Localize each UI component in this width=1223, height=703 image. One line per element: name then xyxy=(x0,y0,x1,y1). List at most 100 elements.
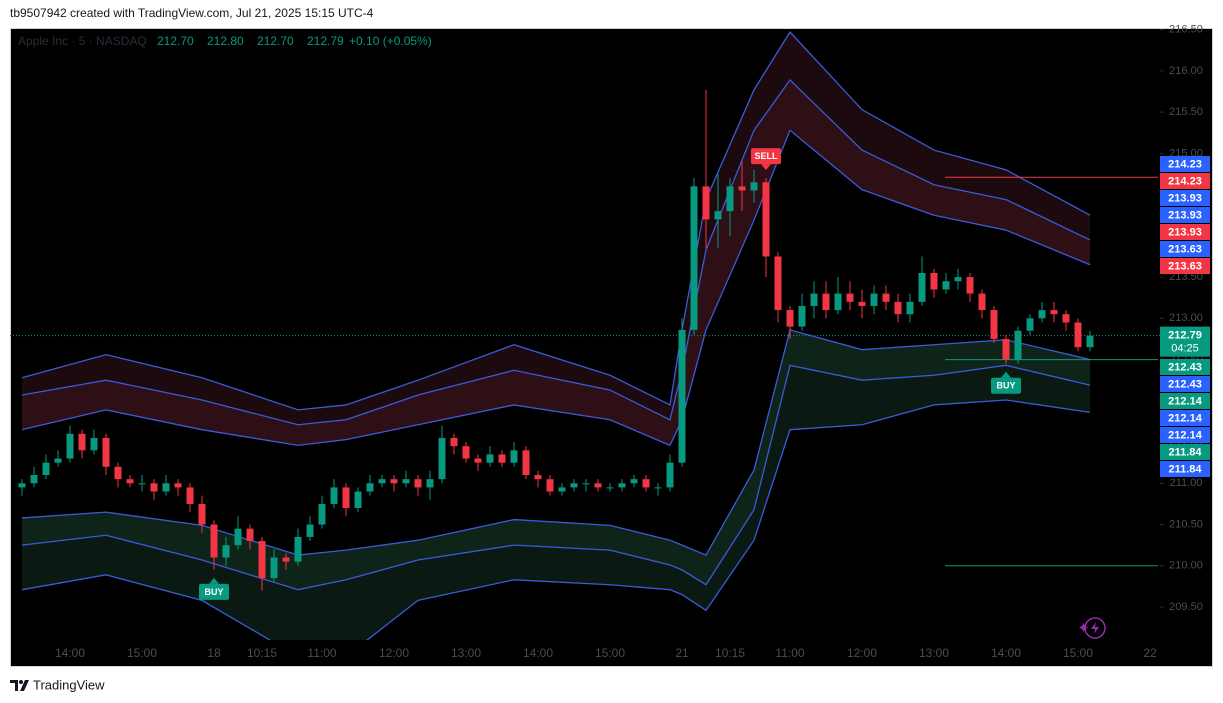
x-tick-label: 14:00 xyxy=(55,646,85,660)
candle-body xyxy=(786,310,794,327)
candle-body xyxy=(642,479,650,488)
candle-body xyxy=(1002,338,1010,360)
candle-body xyxy=(498,454,506,463)
candle-body xyxy=(486,454,494,463)
candle-body xyxy=(894,301,902,315)
candle-body xyxy=(474,458,482,463)
candle-body xyxy=(174,483,182,488)
candle-body xyxy=(390,479,398,484)
signal-label: SELL xyxy=(754,151,778,161)
price-label-box xyxy=(1160,359,1210,375)
candle-body xyxy=(282,557,290,562)
logo-part xyxy=(10,680,18,691)
lightning-icon[interactable] xyxy=(1079,617,1106,639)
band-line xyxy=(21,399,1091,640)
last-price-label: 212.79 xyxy=(1168,330,1202,342)
candle-body xyxy=(654,487,662,489)
price-label: 213.63 xyxy=(1168,243,1202,255)
price-label-box xyxy=(1160,444,1210,460)
candle-body xyxy=(198,503,206,525)
lower-band-fill xyxy=(22,329,1090,590)
band-line xyxy=(21,78,1091,426)
legend-value: 212.79 xyxy=(307,34,344,48)
candle-body xyxy=(522,450,530,476)
candle-body xyxy=(1074,322,1082,348)
price-label-box xyxy=(1160,207,1210,223)
price-label: 213.93 xyxy=(1168,192,1202,204)
price-label: 212.14 xyxy=(1168,412,1203,424)
legend-value: 212.70 xyxy=(257,34,294,48)
price-label-box xyxy=(1160,461,1210,477)
price-label: 212.14 xyxy=(1168,395,1203,407)
candle-body xyxy=(354,491,362,509)
candle-body xyxy=(18,483,26,488)
logo-part xyxy=(19,680,23,684)
price-label-box xyxy=(1160,258,1210,274)
candle-body xyxy=(582,483,590,485)
candle-body xyxy=(102,437,110,467)
candle-body xyxy=(882,293,890,302)
candle-body xyxy=(378,479,386,484)
x-tick-label: 15:00 xyxy=(595,646,625,660)
y-tick-label: 210.50 xyxy=(1169,518,1203,530)
band-line xyxy=(21,364,1091,591)
candle-body xyxy=(426,479,434,488)
countdown-label: 04:25 xyxy=(1171,343,1199,355)
candle-body xyxy=(186,487,194,504)
candle-body xyxy=(150,483,158,492)
legend-value: +0.10 (+0.05%) xyxy=(349,34,432,48)
x-tick-label: 22 xyxy=(1143,646,1157,660)
signal-pointer xyxy=(209,577,219,584)
x-tick-label: 10:15 xyxy=(715,646,745,660)
candle-body xyxy=(846,293,854,302)
candle-body xyxy=(690,186,698,330)
candle-body xyxy=(918,272,926,302)
candle-body xyxy=(126,479,134,484)
x-tick-label: 15:00 xyxy=(127,646,157,660)
candle-body xyxy=(510,450,518,463)
signal-pointer xyxy=(1001,371,1011,378)
candle-body xyxy=(210,524,218,558)
x-tick-label: 11:00 xyxy=(775,646,804,660)
candle-body xyxy=(546,479,554,492)
candle-body xyxy=(606,487,614,489)
candle-body xyxy=(1086,335,1094,348)
price-label-box xyxy=(1160,410,1210,426)
signal-box xyxy=(751,148,781,165)
candle-body xyxy=(534,475,542,480)
legend-value: 212.80 xyxy=(207,34,244,48)
y-tick-label: 215.50 xyxy=(1169,106,1203,118)
candle-body xyxy=(66,433,74,459)
footer-brand: TradingView xyxy=(33,677,105,692)
candle-body xyxy=(246,528,254,542)
lower-band-fill xyxy=(22,365,1090,640)
x-tick-label: 11:00 xyxy=(307,646,336,660)
signal-box xyxy=(991,377,1021,394)
candle-body xyxy=(702,186,710,220)
candle-body xyxy=(366,483,374,492)
candle-body xyxy=(1038,310,1046,319)
y-tick-label: 211.00 xyxy=(1170,477,1203,489)
signal-label: BUY xyxy=(204,587,223,597)
y-tick-label: 216.00 xyxy=(1169,65,1203,77)
price-label: 214.23 xyxy=(1168,158,1202,170)
candle-body xyxy=(798,305,806,327)
price-label-box xyxy=(1160,156,1210,172)
logo-part xyxy=(20,680,29,691)
candle-body xyxy=(162,483,170,492)
x-tick-label: 13:00 xyxy=(919,646,949,660)
candle-body xyxy=(342,487,350,509)
plot-area xyxy=(10,31,1160,640)
x-tick-label: 10:15 xyxy=(247,646,277,660)
candle-body xyxy=(990,310,998,339)
header-text: tb9507942 created with TradingView.com, … xyxy=(10,6,374,20)
candle-body xyxy=(810,293,818,306)
price-label: 213.93 xyxy=(1168,226,1202,238)
candle-body xyxy=(618,483,626,488)
candle-body xyxy=(630,479,638,484)
candle-body xyxy=(906,301,914,315)
icon-spark xyxy=(1079,623,1088,632)
price-label: 213.63 xyxy=(1168,260,1202,272)
candle-body xyxy=(774,256,782,311)
